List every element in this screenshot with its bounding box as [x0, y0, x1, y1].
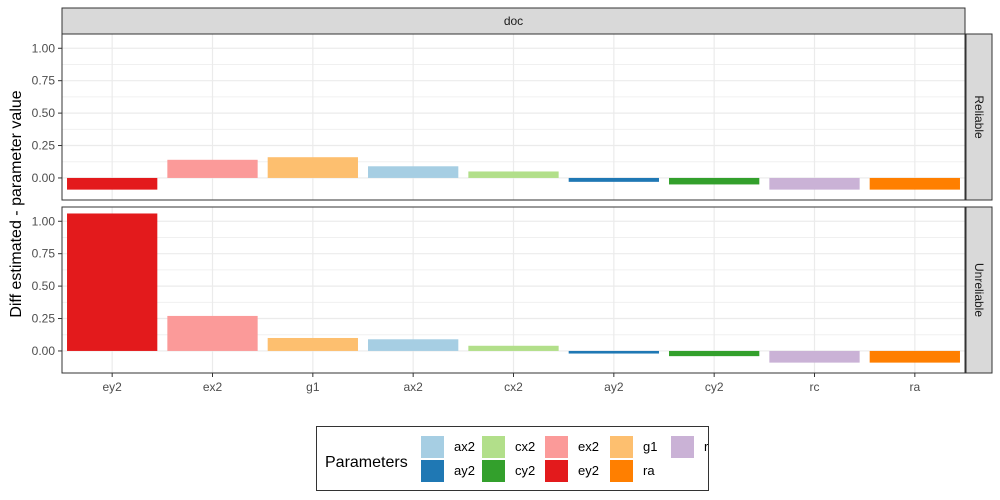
x-tick-label: ax2 [403, 380, 423, 394]
facet-strip-right [965, 206, 993, 374]
bar-unreliable-ex2 [167, 315, 258, 351]
y-tick-label: 1.00 [32, 41, 56, 55]
legend-swatch-ra [610, 460, 633, 482]
bar-reliable-rc [769, 177, 860, 190]
bar-reliable-g1 [267, 157, 358, 178]
y-tick-label: 0.75 [32, 74, 56, 88]
x-tick-label: cx2 [504, 380, 523, 394]
bar-unreliable-ra [869, 350, 960, 363]
panel-border [61, 33, 966, 201]
legend-label-cx2: cx2 [515, 439, 535, 454]
y-tick-label: 1.00 [32, 214, 56, 228]
y-tick-label: 0.50 [32, 279, 56, 293]
bar-reliable-cx2 [468, 171, 559, 178]
x-tick-label: ay2 [604, 380, 624, 394]
facet-strip-label: doc [504, 14, 523, 28]
facet-strip-right [965, 33, 993, 201]
bar-unreliable-g1 [267, 337, 358, 351]
bar-reliable-ey2 [67, 177, 158, 190]
x-tick-label: ra [909, 380, 920, 394]
x-tick-label: rc [810, 380, 820, 394]
bar-reliable-ax2 [368, 166, 459, 178]
y-tick-label: 0.25 [32, 312, 56, 326]
legend-swatch-rc [671, 436, 694, 458]
bar-reliable-cy2 [669, 177, 760, 185]
legend-label-ex2: ex2 [578, 439, 599, 454]
facet-label-reliable: Reliable [972, 95, 986, 139]
plot-area: doc0.000.250.500.751.00Reliable0.000.250… [8, 7, 993, 394]
legend-swatch-ay2 [421, 460, 444, 482]
legend-label-ra: ra [643, 463, 655, 478]
legend-swatch-cx2 [482, 436, 505, 458]
panel-reliable: 0.00 0.25 0.50 0.75 1.00 Reliable [32, 33, 993, 201]
bar-reliable-ex2 [167, 159, 258, 178]
facet-label-unreliable: Unreliable [972, 263, 986, 317]
facet-strip-top [61, 7, 966, 35]
legend-swatch-g1 [610, 436, 633, 458]
legend-swatch-ax2 [421, 436, 444, 458]
legend-label-g1: g1 [643, 439, 657, 454]
bar-unreliable-rc [769, 350, 860, 363]
bar-unreliable-cx2 [468, 345, 559, 351]
legend-label-ay2: ay2 [454, 463, 475, 478]
legend-swatch-ex2 [545, 436, 568, 458]
legend-swatch-cy2 [482, 460, 505, 482]
y-tick-label: 0.25 [32, 139, 56, 153]
legend-label-ax2: ax2 [454, 439, 475, 454]
y-axis-label: Diff estimated - parameter value [8, 90, 25, 317]
bar-unreliable-ey2 [67, 213, 158, 351]
legend-label-ey2: ey2 [578, 463, 599, 478]
bar-unreliable-cy2 [669, 350, 760, 357]
panel-unreliable: 0.00 0.25 0.50 0.75 1.00 Unreliable [32, 206, 993, 374]
y-tick-label: 0.00 [32, 171, 56, 185]
legend-swatch-ey2 [545, 460, 568, 482]
legend-title: Parameters [325, 454, 408, 471]
x-tick-label: g1 [306, 380, 320, 394]
x-tick-label: ex2 [203, 380, 223, 394]
y-tick-label: 0.50 [32, 106, 56, 120]
legend-label-rc: rc [704, 439, 708, 454]
legend: Parameters ax2 ay2 cx2 cy2 ex2 ey2 g1 ra rc [316, 426, 709, 491]
x-tick-label: cy2 [705, 380, 724, 394]
y-tick-label: 0.75 [32, 247, 56, 261]
legend-label-cy2: cy2 [515, 463, 535, 478]
bar-reliable-ra [869, 177, 960, 190]
bar-unreliable-ay2 [568, 350, 659, 354]
x-tick-label: ey2 [102, 380, 122, 394]
y-tick-label: 0.00 [32, 344, 56, 358]
bar-reliable-ay2 [568, 177, 659, 182]
bar-unreliable-ax2 [368, 339, 459, 351]
